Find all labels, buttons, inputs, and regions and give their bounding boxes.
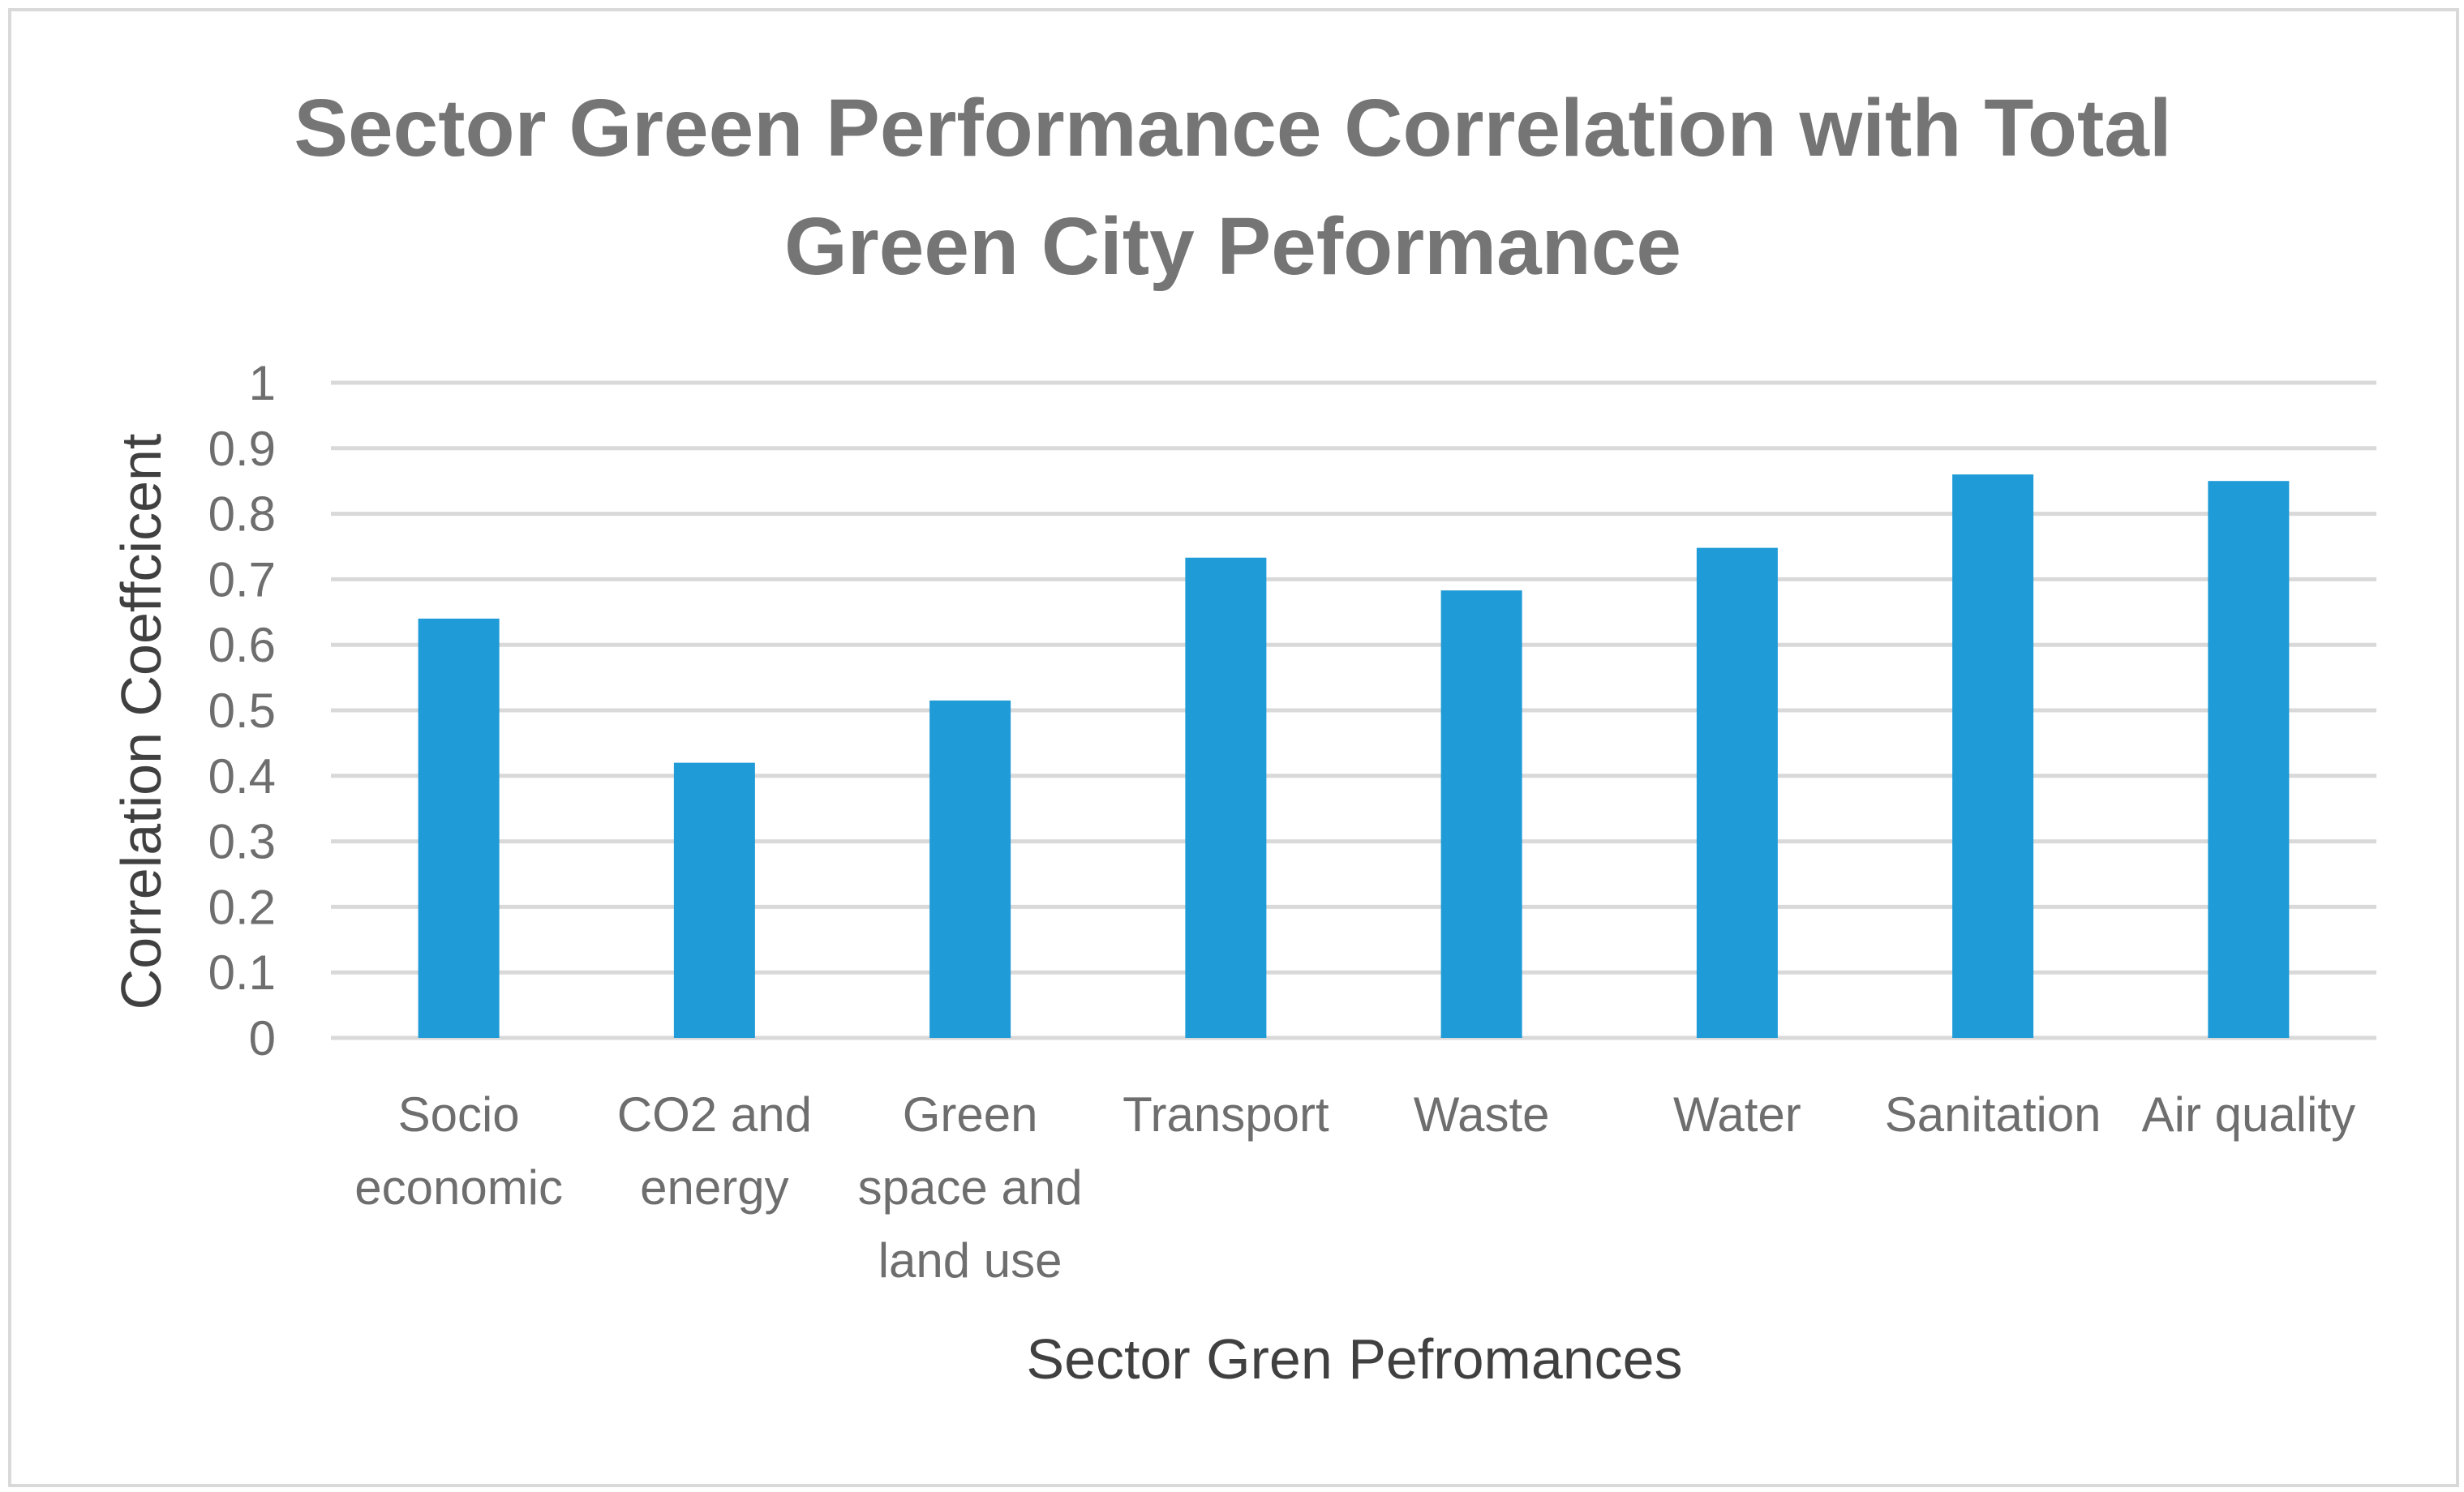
chart-title: Sector Green Performance Correlation wit… [294, 83, 2171, 292]
y-axis-label: Correlation Coeffcicent [109, 434, 173, 1010]
x-category-label: Waste [1414, 1087, 1550, 1142]
bar [1440, 590, 1522, 1038]
y-tick-label: 0.4 [208, 749, 276, 804]
y-tick-label: 0.3 [208, 815, 276, 869]
y-tick-label: 0.8 [208, 487, 276, 542]
x-category-label: Socio economic [354, 1087, 563, 1215]
x-category-label: Green space and land use [858, 1087, 1083, 1288]
bar [2208, 481, 2290, 1038]
y-tick-label: 0.2 [208, 880, 276, 934]
y-tick-label: 0.7 [208, 552, 276, 607]
bars [418, 474, 2290, 1038]
x-axis-categories: Socio economic CO2 and energy Green space and… [354, 1087, 2355, 1288]
bar [418, 618, 500, 1038]
bar [1185, 557, 1267, 1038]
bar [1952, 474, 2034, 1038]
y-tick-label: 1 [249, 356, 276, 410]
chart-title-line: Green City Peformance [784, 201, 1681, 292]
gridlines [331, 380, 2376, 1040]
x-category-label: Water [1673, 1087, 1801, 1142]
y-axis-ticks: 0 0.1 0.2 0.3 0.4 0.5 0.6 0.7 0.8 0.9 1 [208, 356, 276, 1065]
y-tick-label: 0.1 [208, 945, 276, 1000]
x-category-label: Transport [1123, 1087, 1329, 1142]
y-tick-label: 0.9 [208, 422, 276, 476]
chart-title-line: Sector Green Performance Correlation wit… [294, 83, 2171, 174]
x-category-label: Sanitation [1885, 1087, 2101, 1142]
x-category-label: CO2 and energy [617, 1087, 812, 1215]
x-axis-label: Sector Gren Pefromances [1026, 1327, 1682, 1391]
bar [929, 700, 1011, 1038]
bar [1696, 547, 1778, 1038]
y-tick-label: 0 [249, 1011, 276, 1065]
y-tick-label: 0.6 [208, 618, 276, 672]
bar [673, 762, 755, 1038]
y-tick-label: 0.5 [208, 684, 276, 738]
x-category-label: Air quality [2142, 1087, 2355, 1142]
